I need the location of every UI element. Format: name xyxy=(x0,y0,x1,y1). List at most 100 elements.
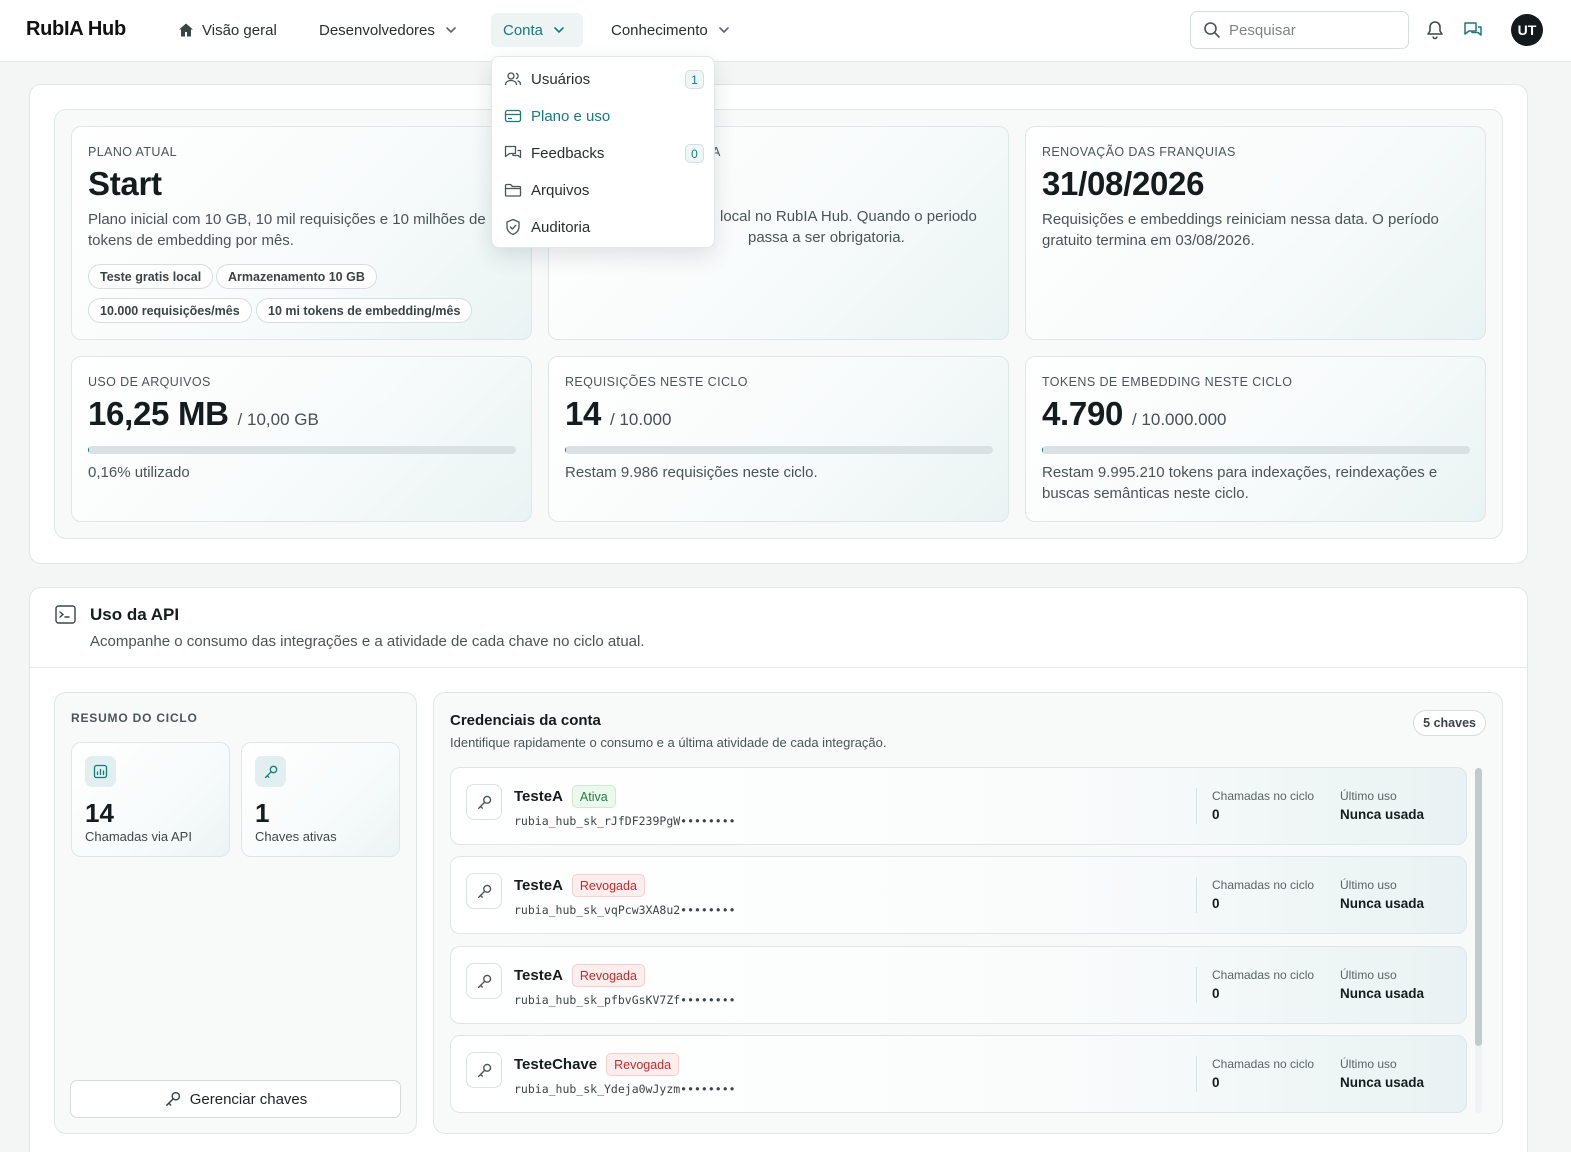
manage-keys-button[interactable]: Gerenciar chaves xyxy=(70,1080,401,1118)
users-count-badge: 1 xyxy=(685,70,704,89)
api-calls-value: 14 xyxy=(85,798,114,828)
credentials-title: Credenciais da conta xyxy=(450,712,601,729)
requests-usage-note: Restam 9.986 requisições neste ciclo. xyxy=(565,464,818,481)
credential-name-row: TesteA Revogada xyxy=(514,874,645,897)
requests-usage-limit: / 10.000 xyxy=(609,410,672,429)
summary-eyebrow: RESUMO DO CICLO xyxy=(71,711,198,725)
credential-row[interactable]: TesteA Revogada rubia_hub_sk_pfbvGsKV7Zf••… xyxy=(450,946,1467,1024)
nav-visao-geral[interactable]: Visão geral xyxy=(166,13,289,47)
active-keys-value: 1 xyxy=(255,798,270,828)
card-eyebrow: USO DE ARQUIVOS xyxy=(88,375,211,389)
divider xyxy=(1196,788,1197,824)
card-eyebrow: TOKENS DE EMBEDDING NESTE CICLO xyxy=(1042,375,1293,389)
key-icon xyxy=(165,1091,180,1106)
chat-icon[interactable] xyxy=(1462,19,1484,41)
bell-icon[interactable] xyxy=(1424,19,1446,41)
calls-value: 0 xyxy=(1212,896,1220,911)
menu-item-feedbacks[interactable]: Feedbacks 0 xyxy=(504,138,704,168)
api-section-subtitle: Acompanhe o consumo das integrações e a … xyxy=(90,633,645,650)
key-icon xyxy=(466,1052,502,1088)
last-use-label: Último uso xyxy=(1340,878,1397,892)
card-eyebrow: REQUISIÇÕES NESTE CICLO xyxy=(565,375,748,389)
files-usage-value: 16,25 MB / 10,00 GB xyxy=(88,395,319,432)
plan-chip: Armazenamento 10 GB xyxy=(216,264,377,289)
calls-label: Chamadas no ciclo xyxy=(1212,1057,1315,1071)
calls-label: Chamadas no ciclo xyxy=(1212,878,1315,892)
nav-desenvolvedores[interactable]: Desenvolvedores xyxy=(307,13,471,47)
divider xyxy=(1196,877,1197,913)
plan-status-desc-2: passa a ser obrigatoria. xyxy=(748,229,905,246)
key-icon xyxy=(466,873,502,909)
scrollbar-thumb[interactable] xyxy=(1475,768,1482,1046)
nav-conta[interactable]: Conta xyxy=(491,13,583,47)
search-input[interactable] xyxy=(1229,21,1389,39)
calls-value: 0 xyxy=(1212,1075,1220,1090)
credential-name: TesteA xyxy=(514,877,563,894)
menu-item-plano-e-uso[interactable]: Plano e uso xyxy=(504,101,704,131)
chat-bubbles-icon xyxy=(504,145,522,159)
credential-key: rubia_hub_sk_vqPcw3XA8u2•••••••• xyxy=(514,903,736,917)
active-keys-label: Chaves ativas xyxy=(255,829,337,844)
chevron-down-icon xyxy=(554,27,564,34)
brand-logo[interactable]: RubIA Hub xyxy=(26,18,126,40)
key-icon xyxy=(466,963,502,999)
status-badge: Revogada xyxy=(571,874,645,897)
feedbacks-count-badge: 0 xyxy=(685,144,704,163)
calls-label: Chamadas no ciclo xyxy=(1212,789,1315,803)
home-icon xyxy=(179,23,193,37)
nav-conhecimento[interactable]: Conhecimento xyxy=(599,13,744,47)
renewal-date: 31/08/2026 xyxy=(1042,165,1205,202)
shield-check-icon xyxy=(506,218,520,236)
api-section-title: Uso da API xyxy=(90,605,180,624)
user-avatar[interactable]: UT xyxy=(1511,14,1543,46)
card-eyebrow: PLANO ATUAL xyxy=(88,145,177,159)
search-box[interactable] xyxy=(1190,11,1409,49)
files-usage-card: USO DE ARQUIVOS 16,25 MB / 10,00 GB 0,16… xyxy=(71,356,532,522)
menu-item-label: Arquivos xyxy=(531,181,590,199)
credentials-scrollbar[interactable] xyxy=(1475,768,1482,1113)
last-use-value: Nunca usada xyxy=(1340,807,1425,822)
nav-label: Visão geral xyxy=(202,21,277,39)
credential-key: rubia_hub_sk_pfbvGsKV7Zf•••••••• xyxy=(514,993,736,1007)
tokens-progress-bar xyxy=(1042,446,1470,454)
credential-row[interactable]: TesteChave Revogada rubia_hub_sk_Ydeja0wJy… xyxy=(450,1035,1467,1113)
plan-chip: 10.000 requisições/mês xyxy=(88,298,252,323)
status-badge: Ativa xyxy=(571,785,616,808)
credit-card-icon xyxy=(504,109,522,123)
plan-chip: 10 mi tokens de embedding/mês xyxy=(256,298,473,323)
last-use-value: Nunca usada xyxy=(1340,1075,1425,1090)
plan-status-desc-1: local no RubIA Hub. Quando o periodo xyxy=(720,208,977,225)
credential-name: TesteA xyxy=(514,967,563,984)
last-use-label: Último uso xyxy=(1340,968,1397,982)
current-plan-card: PLANO ATUAL Start Plano inicial com 10 G… xyxy=(71,126,532,340)
divider xyxy=(30,667,1527,668)
renewal-description: Requisições e embeddings reiniciam nessa… xyxy=(1042,211,1439,249)
menu-item-auditoria[interactable]: Auditoria xyxy=(504,212,704,242)
manage-keys-label: Gerenciar chaves xyxy=(189,1090,308,1108)
divider xyxy=(1196,967,1197,1003)
credentials-subtitle: Identifique rapidamente o consumo e a úl… xyxy=(450,735,887,750)
credential-key: rubia_hub_sk_rJfDF239PgW•••••••• xyxy=(514,814,736,828)
credential-row[interactable]: TesteA Ativa rubia_hub_sk_rJfDF239PgW•••••… xyxy=(450,767,1467,845)
menu-item-arquivos[interactable]: Arquivos xyxy=(504,175,704,205)
nav-label: Conhecimento xyxy=(611,21,708,39)
requests-usage-value: 14 / 10.000 xyxy=(565,395,672,432)
files-usage-note: 0,16% utilizado xyxy=(88,464,190,481)
terminal-icon xyxy=(55,605,76,624)
last-use-value: Nunca usada xyxy=(1340,986,1425,1001)
status-badge: Revogada xyxy=(606,1053,680,1076)
credential-name-row: TesteA Revogada xyxy=(514,964,645,987)
last-use-label: Último uso xyxy=(1340,1057,1397,1071)
key-icon xyxy=(466,784,502,820)
credential-key: rubia_hub_sk_Ydeja0wJyzm•••••••• xyxy=(514,1082,736,1096)
plan-chip: Teste gratis local xyxy=(88,264,214,289)
tokens-usage-card: TOKENS DE EMBEDDING NESTE CICLO 4.790 / … xyxy=(1025,356,1486,522)
credential-row[interactable]: TesteA Revogada rubia_hub_sk_vqPcw3XA8u2••… xyxy=(450,856,1467,934)
top-navigation-bar: RubIA Hub Visão geral Desenvolvedores Co… xyxy=(0,0,1571,62)
menu-item-label: Feedbacks xyxy=(531,144,605,162)
plan-name: Start xyxy=(88,165,162,202)
key-icon xyxy=(255,756,286,787)
menu-item-usuarios[interactable]: Usuários 1 xyxy=(504,64,704,94)
renewal-card: RENOVAÇÃO DAS FRANQUIAS 31/08/2026 Requi… xyxy=(1025,126,1486,340)
card-eyebrow: RENOVAÇÃO DAS FRANQUIAS xyxy=(1042,145,1236,159)
